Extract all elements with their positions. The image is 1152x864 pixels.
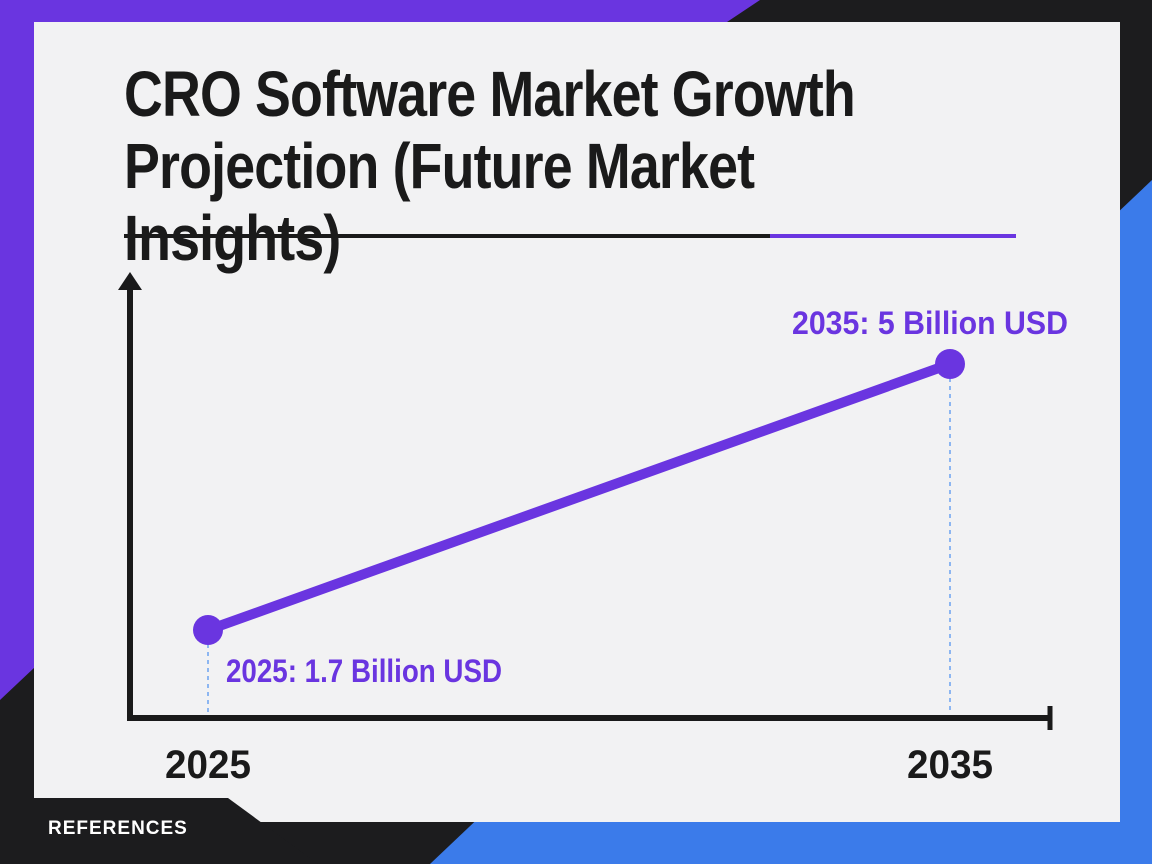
data-label-2025: 2025: 1.7 Billion USD	[226, 653, 502, 689]
references-tab-shape	[0, 798, 318, 864]
y-axis-arrow-icon	[118, 272, 142, 290]
references-label: REFERENCES	[48, 818, 188, 839]
data-label-2035: 2035: 5 Billion USD	[792, 305, 1068, 341]
chart-title: CRO Software Market Growth Projection (F…	[124, 58, 856, 274]
data-point-2035	[935, 349, 965, 379]
x-tick-label-2035: 2035	[907, 743, 993, 787]
content-panel	[34, 22, 1120, 822]
series-line	[203, 359, 955, 635]
x-tick-label-2025: 2025	[165, 743, 251, 787]
title-underline	[124, 234, 1016, 238]
data-point-2025	[193, 615, 223, 645]
title-underline-accent	[770, 234, 1016, 238]
title-underline-dark	[124, 234, 770, 238]
